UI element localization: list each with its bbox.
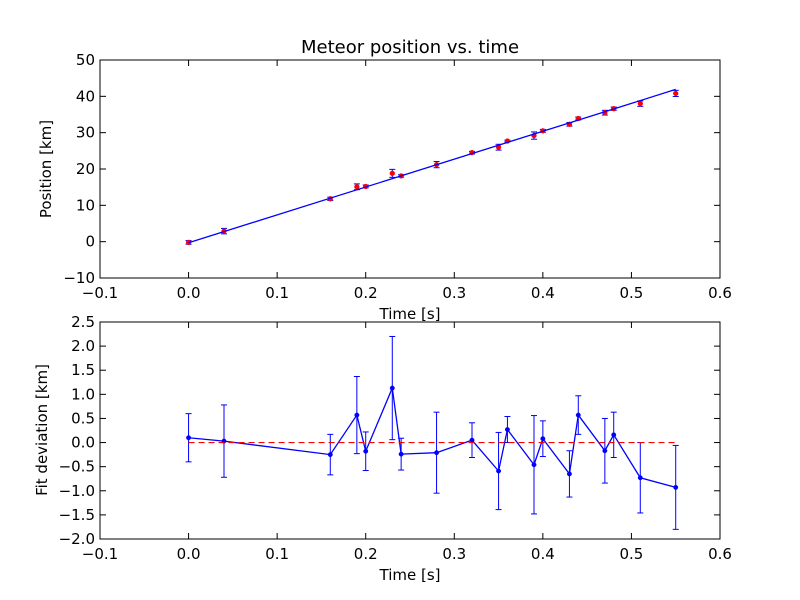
position-y-tick-label: 30 [76,124,95,142]
deviation-y-tick-label: 1.5 [71,361,95,379]
deviation-x-tick-label: 0.5 [619,545,643,563]
deviation-data-point [469,437,475,443]
deviation-data-point [504,427,510,432]
position-y-axis-label: Position [km] [37,120,55,218]
deviation-data-point [363,448,369,454]
position-y-tick-label: 40 [76,87,95,105]
position-chart-title: Meteor position vs. time [301,37,519,58]
deviation-data-point [531,462,537,468]
deviation-data-point [398,451,404,457]
deviation-ticks: −0.1 0.0 0.1 0.2 0.3 0.4 0.5 0.6 −2.0 −1.5 −1.0 −0.… [59,313,732,563]
deviation-x-tick-label: 0.2 [354,545,378,563]
deviation-data-point [496,468,502,474]
deviation-data-point [611,432,617,438]
deviation-data-point [575,412,581,418]
deviation-data-point [327,452,333,458]
position-y-tick-label: 0 [85,233,95,251]
position-plot-area [185,88,679,246]
deviation-data-point [673,484,679,490]
position-ticks: −0.1 0.0 0.1 0.2 0.3 0.4 0.5 0.6 −10 0 10 20 30 40 50 [63,51,732,302]
position-chart: −0.1 0.0 0.1 0.2 0.3 0.4 0.5 0.6−1001020304050 … [37,37,732,323]
deviation-x-tick-label: −0.1 [82,545,118,563]
deviation-y-tick-label: −2.0 [59,530,95,548]
deviation-data-point [602,448,608,454]
position-data-point [673,90,679,97]
deviation-x-tick-label: 0.6 [708,545,732,563]
deviation-x-tick-label: 0.1 [265,545,289,563]
position-x-tick-label: 0.6 [708,284,732,302]
deviation-x-axis-label: Time [s] [379,566,441,584]
deviation-x-tick-label: 0.3 [442,545,466,563]
deviation-data-point [540,436,546,442]
deviation-y-tick-label: −1.5 [59,506,95,524]
deviation-y-tick-label: 2.5 [71,313,95,331]
position-x-tick-label: 0.4 [531,284,555,302]
position-x-tick-label: 0.5 [619,284,643,302]
position-data-point [637,100,643,107]
position-y-tick-label: 20 [76,160,95,178]
deviation-data-point [434,450,440,456]
deviation-data-point [566,471,572,477]
deviation-x-tick-label: 0.4 [531,545,555,563]
deviation-x-tick-label: 0.0 [177,545,201,563]
position-data-point [389,170,395,177]
position-y-tick-label: 50 [76,51,95,69]
position-y-tick-label: 10 [76,196,95,214]
deviation-y-axis-label: Fit deviation [km] [33,364,51,496]
position-x-tick-label: 0.3 [442,284,466,302]
deviation-y-tick-label: 0.0 [71,434,95,452]
deviation-chart: −0.1 0.0 0.1 0.2 0.3 0.4 0.5 0.6 −2.0 −1.5 −1.0 −0.… [33,313,732,584]
deviation-y-tick-label: −1.0 [59,482,95,500]
deviation-y-tick-label: 1.0 [71,385,95,403]
deviation-data-point [637,475,643,481]
deviation-y-tick-label: 2.0 [71,337,95,355]
position-data-point [354,184,360,190]
deviation-data-point [186,435,192,441]
deviation-plot-area [185,335,679,530]
fit-line [188,88,676,244]
deviation-y-tick-label: 0.5 [71,409,95,427]
position-x-tick-label: 0.0 [177,284,201,302]
deviation-y-tick-label: −0.5 [59,458,95,476]
position-x-tick-label: 0.2 [354,284,378,302]
position-y-tick-label: −10 [63,269,95,287]
position-x-axis-label: Time [s] [379,305,441,323]
deviation-axes-frame [99,321,721,540]
deviation-data-point [354,412,360,418]
deviation-data-point [389,385,395,391]
position-x-tick-label: 0.1 [265,284,289,302]
position-x-tick-label: −0.1 [82,284,118,302]
